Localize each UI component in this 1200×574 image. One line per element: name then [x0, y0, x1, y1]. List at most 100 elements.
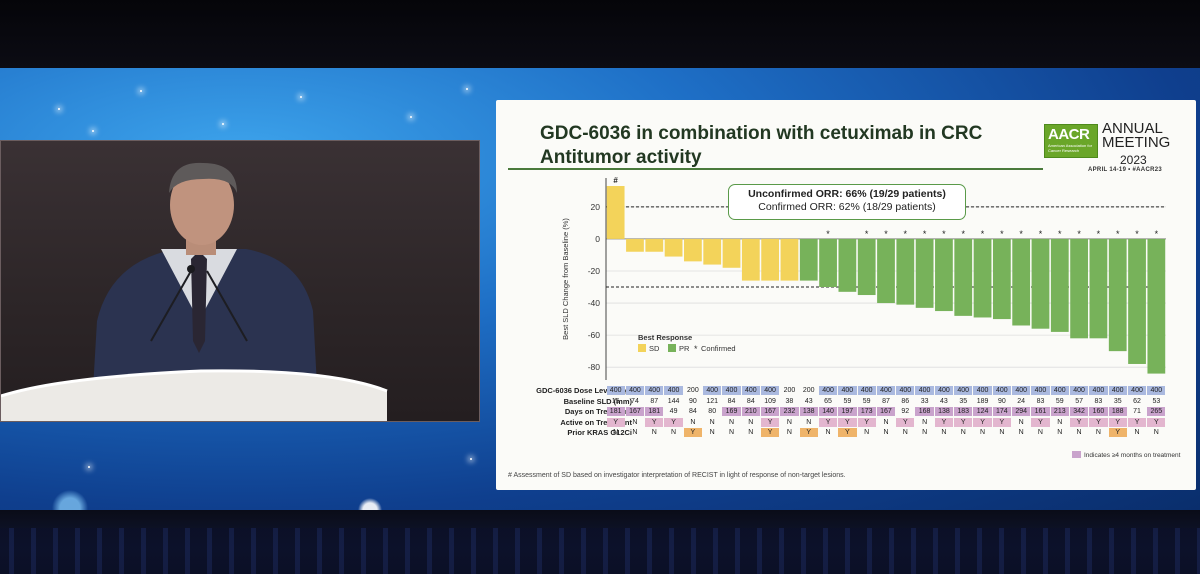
y-axis-label: Best SLD Change from Baseline (%)	[561, 218, 570, 340]
prior-kras-row-cell: N	[1153, 429, 1159, 436]
bar	[799, 238, 818, 281]
dose-row-cell: 200	[802, 387, 815, 394]
baseline-sld-row-cell: 57	[1075, 397, 1083, 405]
prior-kras-row-cell: N	[941, 429, 947, 436]
bar	[645, 238, 664, 252]
baseline-sld-row-cell: 144	[667, 397, 680, 405]
days-row-cell: 294	[1012, 407, 1031, 416]
legend-label-pr: PR	[679, 344, 690, 353]
active-row-cell: N	[1057, 418, 1063, 426]
orr-confirmed: Confirmed ORR: 62% (18/29 patients)	[758, 201, 936, 213]
legend-swatch-pr	[668, 344, 676, 352]
days-row-cell: 49	[669, 408, 678, 415]
y-tick-label: 20	[591, 202, 601, 212]
confirmed-marker: *	[884, 229, 888, 239]
y-tick-label: -40	[588, 298, 601, 308]
confirmed-marker: *	[1077, 229, 1081, 239]
bar	[838, 238, 857, 292]
days-row-cell: 174	[992, 407, 1011, 416]
bar	[857, 238, 876, 296]
confirmed-marker: *	[1135, 229, 1139, 239]
bar	[973, 238, 992, 318]
baseline-sld-row-cell: 90	[997, 397, 1006, 405]
active-row-cell: Y	[664, 417, 683, 427]
days-row-cell: 124	[973, 407, 992, 416]
confirmed-marker: *	[1039, 229, 1043, 239]
sparkle	[222, 123, 224, 125]
baseline-sld-row-cell: 83	[1036, 397, 1045, 405]
active-row-cell: N	[922, 418, 928, 426]
dose-row-cell: 400	[645, 386, 664, 395]
prior-kras-row-cell: N	[883, 429, 889, 436]
days-row-cell: 140	[818, 407, 838, 416]
baseline-sld-row-cell: 83	[1094, 397, 1103, 405]
bar	[819, 238, 837, 288]
baseline-sld-row-cell: 74	[631, 397, 639, 405]
days-row-cell: 92	[901, 408, 910, 415]
days-row-cell: 181	[606, 407, 625, 416]
prior-kras-row-cell: N	[999, 429, 1005, 436]
days-row-cell: 188	[1108, 407, 1127, 416]
days-row-cell: 183	[954, 407, 973, 416]
active-row-label: Active on Treatment	[560, 417, 632, 427]
dose-row-cell: 200	[783, 387, 796, 394]
sparkle	[140, 90, 142, 92]
prior-kras-row-cell: Y	[683, 428, 703, 437]
active-row-cell: Y	[992, 417, 1011, 427]
sparkle	[470, 458, 472, 460]
baseline-sld-row-cell: 121	[706, 397, 719, 405]
confirmed-marker: *	[961, 229, 965, 239]
legend-title: Best Response	[638, 333, 692, 342]
speaker-illustration	[1, 162, 388, 421]
annual-meeting-label: ANNUAL MEETING	[1102, 120, 1171, 151]
days-row-cell: 167	[625, 407, 645, 416]
dose-row-cell: 400	[954, 386, 973, 395]
baseline-sld-row-cell: 59	[862, 397, 871, 405]
days-row-cell: 161	[1031, 407, 1050, 416]
sparkle	[466, 88, 468, 90]
meeting-year: 2023	[1120, 153, 1147, 167]
active-row-cell: Y	[1108, 417, 1127, 427]
days-row-cell: 168	[915, 407, 934, 416]
stage-ceiling	[0, 0, 1200, 70]
sparkle	[92, 130, 94, 132]
bar	[1031, 238, 1050, 329]
confirmed-marker: *	[981, 229, 985, 239]
baseline-sld-row-cell: 24	[1017, 397, 1026, 405]
dose-row-cell: 400	[703, 386, 722, 395]
baseline-sld-row-cell: 53	[1152, 397, 1161, 405]
confirmed-marker: *	[1000, 229, 1004, 239]
active-row-cell: Y	[838, 417, 857, 427]
prior-kras-row-cell: N	[1095, 429, 1101, 436]
dose-row-cell: 400	[625, 386, 645, 395]
days-row-cell: 173	[857, 407, 876, 416]
active-row-cell: Y	[1127, 417, 1147, 427]
bar	[703, 238, 722, 265]
bar	[1050, 238, 1069, 332]
prior-kras-row-cell: N	[1134, 429, 1140, 436]
presentation-slide: GDC-6036 in combination with cetuximab i…	[496, 100, 1196, 490]
days-row-cell: 71	[1133, 408, 1141, 415]
baseline-sld-row-cell: 109	[764, 397, 776, 405]
confirmed-marker: *	[1019, 229, 1023, 239]
bar	[684, 238, 702, 262]
prior-kras-row-cell: N	[922, 429, 928, 436]
days-row-cell: 232	[780, 407, 799, 416]
title-divider	[508, 168, 1043, 170]
days-row-cell: 167	[760, 407, 780, 416]
dose-row-cell: 400	[1108, 386, 1127, 395]
baseline-sld-row-cell: 33	[920, 397, 929, 405]
days-row-cell: 160	[1089, 407, 1108, 416]
days-row-cell: 197	[838, 407, 857, 416]
days-row-cell: 342	[1069, 407, 1089, 416]
prior-kras-row-cell: N	[786, 429, 792, 436]
days-row-cell: 210	[741, 407, 760, 416]
active-row-cell: Y	[645, 417, 664, 427]
confirmed-marker: *	[865, 229, 869, 239]
legend-label-sd: SD	[649, 344, 660, 353]
days-row-cell: 265	[1147, 407, 1166, 416]
prior-kras-row-cell: N	[960, 429, 966, 436]
sparkle	[410, 116, 412, 118]
dose-row-cell: 400	[934, 386, 954, 395]
days-row-cell: 181	[645, 407, 664, 416]
